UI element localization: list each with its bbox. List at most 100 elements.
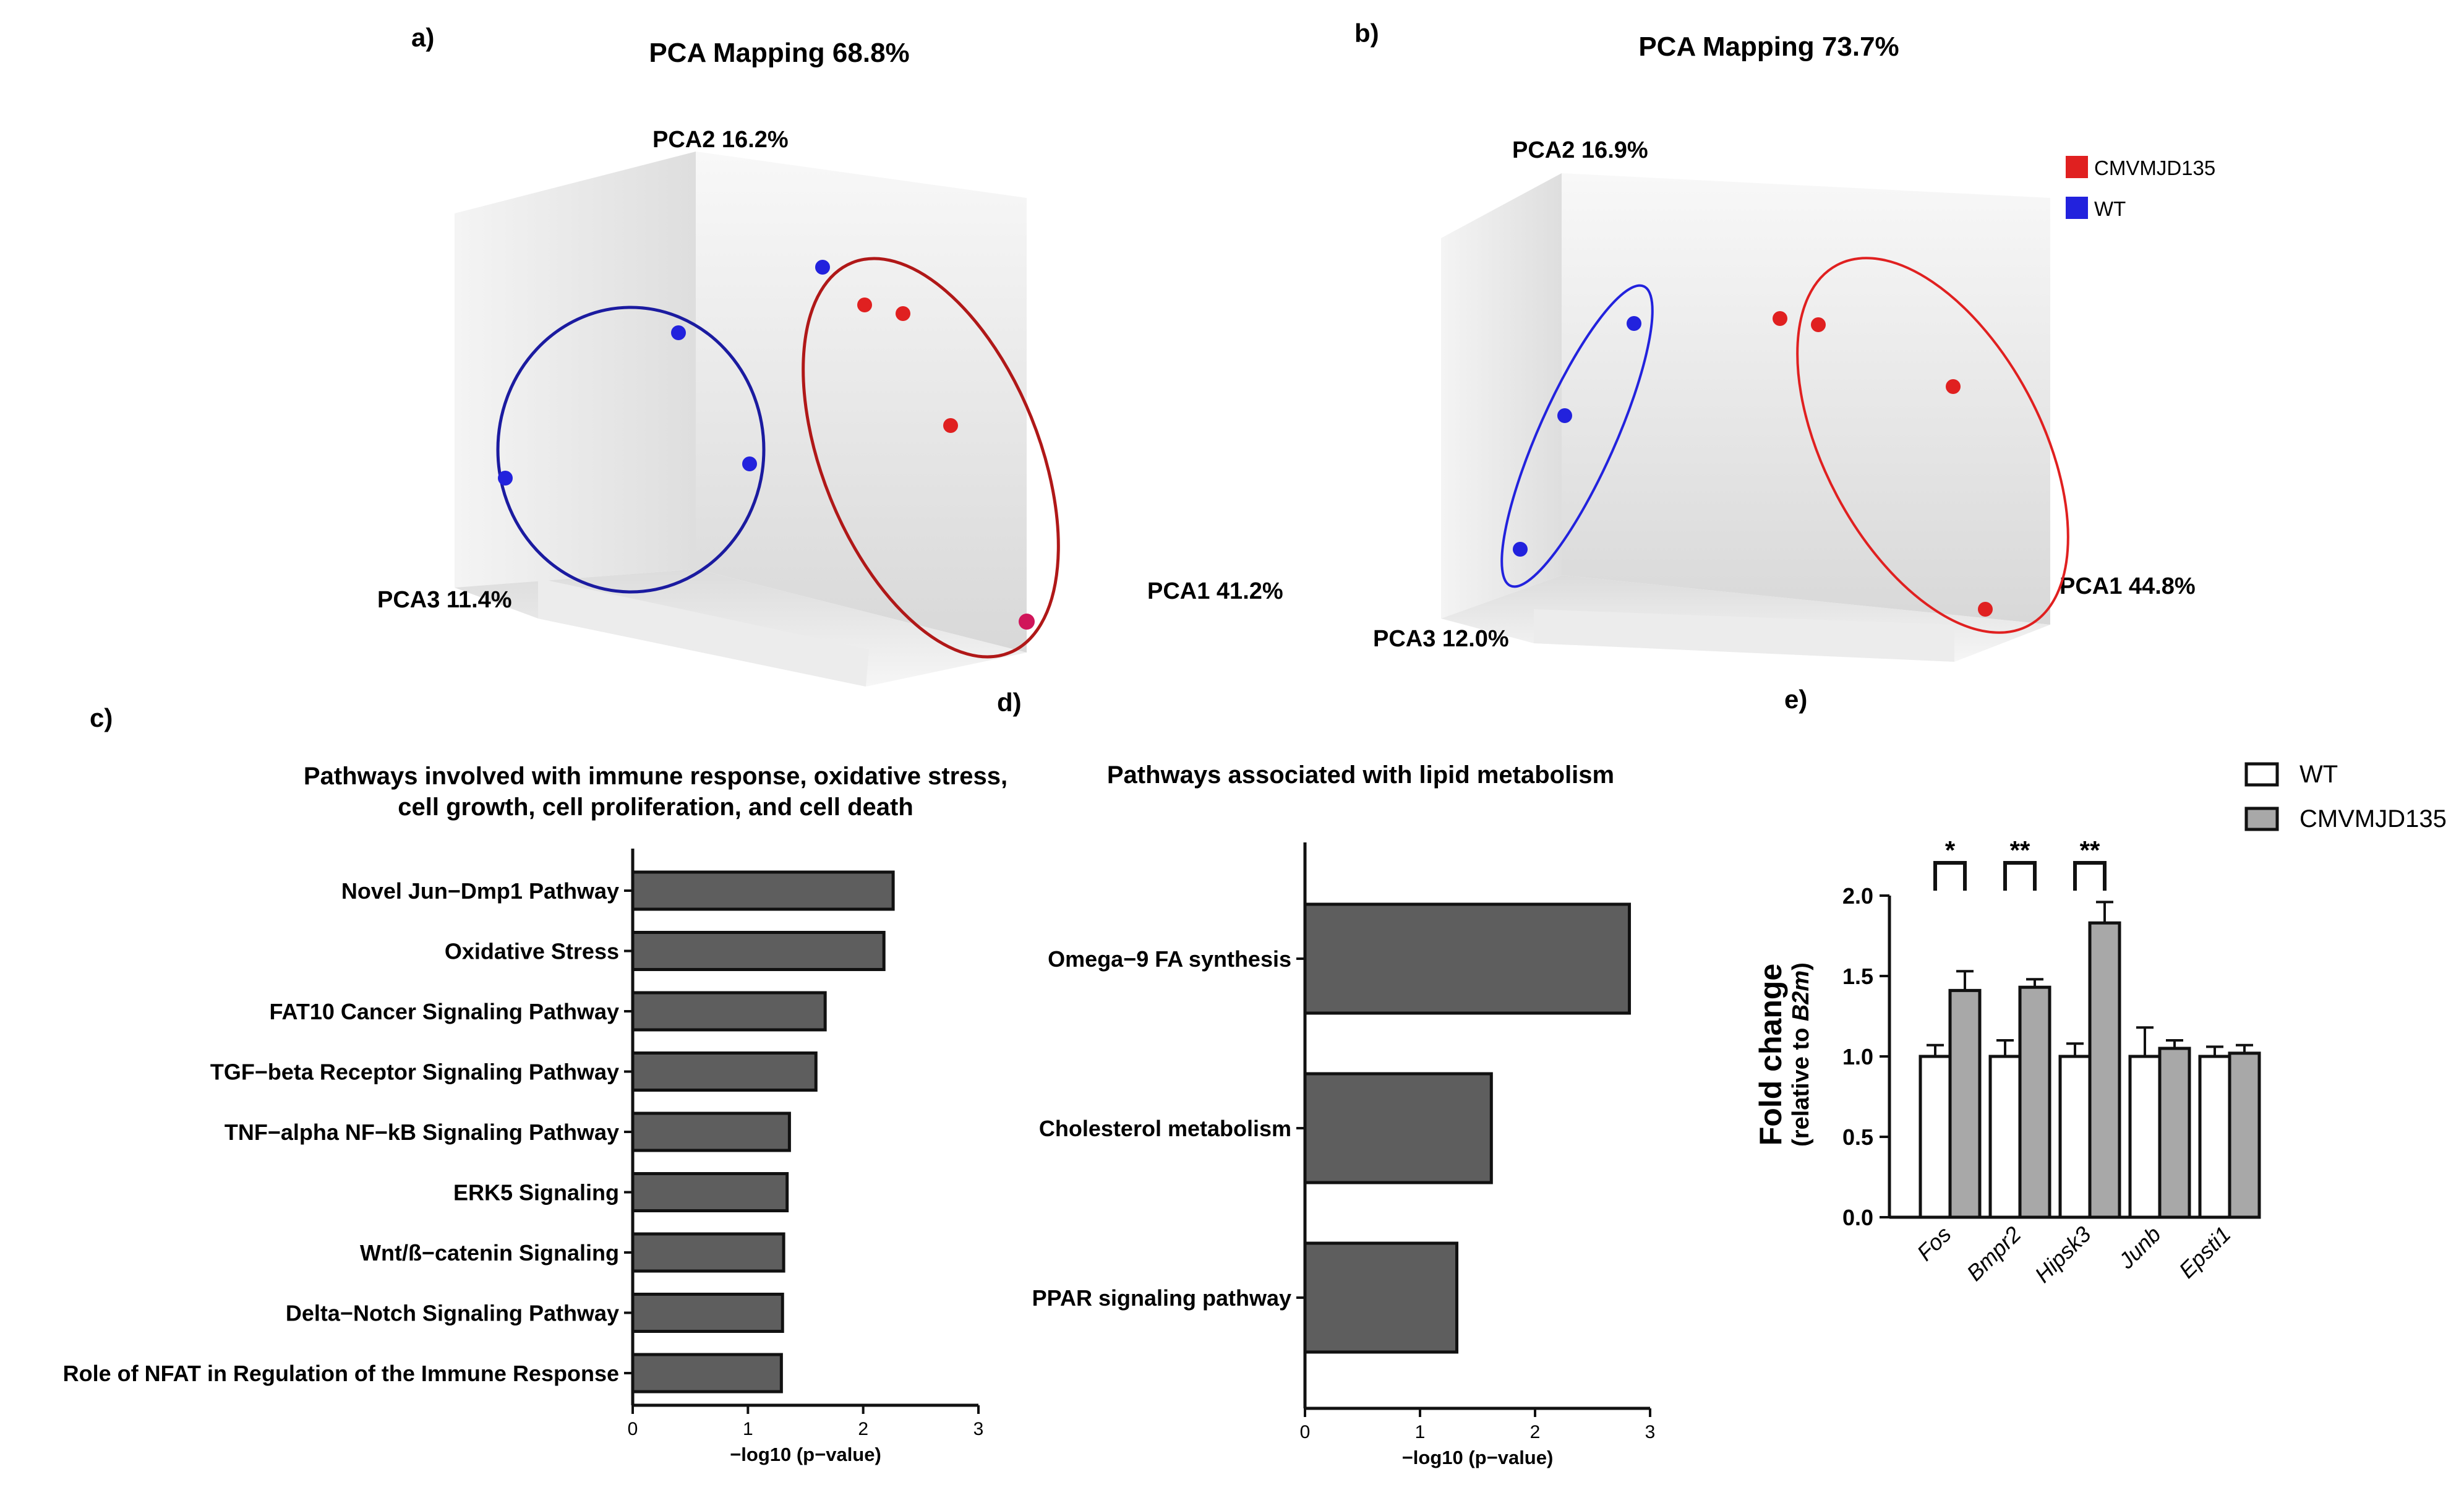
pca-b-title: PCA Mapping 73.7% [1638,32,1899,62]
x-axis-label: −log10 (p−value) [1402,1447,1554,1468]
significance-marker: ** [2080,836,2100,865]
bar [631,991,827,1032]
pca-a-left-wall [455,152,696,588]
panel-e: e) WT CMVMJD135 Fold change (relative to… [1753,685,2447,1287]
chart-e-plot: 0.0 0.5 1.0 1.5 2.0 * Fos ** Bmpr2 ** Hipsk3 Junb Ep… [1842,836,2261,1288]
pca-b-axis-pca1: PCA1 44.8% [2060,573,2196,599]
significance-bracket [2003,861,2037,891]
category-label: Epsti1 [2174,1222,2236,1283]
panel-label-d: d) [997,688,1022,717]
chart-e-ylabel-sub: (relative to B2m) [1788,962,1814,1147]
category-label: FAT10 Cancer Signaling Pathway [270,999,620,1024]
pca-b-wt-point [1513,542,1528,557]
y-tick-label: 0.5 [1842,1124,1873,1150]
legend-b-cmv-swatch [2066,156,2088,178]
pca-a-cmv-point [896,306,910,321]
bar [2058,1055,2092,1219]
panel-b: b) PCA Mapping 73.7% PCA2 16.9% PCA3 12.… [1354,19,2215,662]
x-tick-label: 0 [628,1419,638,1439]
bar [2228,1051,2261,1219]
pca-a-wt-point [815,260,830,275]
bar [1988,1055,2022,1219]
legend-b-cmv-label: CMVMJD135 [2094,156,2215,179]
y-tick-label: 1.0 [1842,1044,1873,1069]
x-tick-label: 3 [1645,1422,1656,1442]
bar [631,931,886,971]
x-tick-label: 1 [743,1419,753,1439]
bar [631,1232,785,1273]
x-tick-label: 0 [1300,1422,1311,1442]
chart-e-ylabel: Fold change (relative to B2m) [1753,962,1814,1147]
category-label: PPAR signaling pathway [1032,1285,1291,1311]
pca-a-axis-pca1: PCA1 41.2% [1147,578,1283,604]
bar [1948,988,1982,1219]
y-tick-label: 2.0 [1842,883,1873,909]
y-tick-label: 0.0 [1842,1205,1873,1230]
chart-d-title: Pathways associated with lipid metabolis… [1107,761,1614,789]
pca-a-cmv-point [1019,614,1035,630]
category-label: ERK5 Signaling [453,1180,619,1205]
legend-b-wt-swatch [2066,197,2088,219]
pca-a-cmv-point [943,418,958,433]
significance-bracket [2073,861,2107,891]
pca-b-wt-ellipse [1500,284,1654,588]
x-axis-label: −log10 (p−value) [730,1444,881,1465]
pca-a-cmv-ellipse [802,257,1060,659]
legend-b-wt-label: WT [2094,197,2126,220]
pca-b-cmv-point [1811,317,1826,332]
pca-b-wt-point [1627,316,1641,331]
category-label: Delta−Notch Signaling Pathway [286,1301,619,1326]
bar [631,1051,818,1092]
pca-b-cmv-ellipse [1796,257,2069,634]
bar [631,1111,791,1152]
legend-e-wt-swatch [2244,762,2279,787]
chart-c-title-line-1: Pathways involved with immune response, … [304,763,1007,790]
pca-b-floor-edge [1534,609,1954,662]
pca-a-wt-point [498,471,513,486]
pca-b-wt-point [1557,408,1572,423]
chart-c-title-line-2: cell growth, cell proliferation, and cel… [398,794,913,821]
bar [1303,1241,1459,1354]
panel-label-e: e) [1784,685,1807,714]
bar [2128,1055,2162,1219]
bar [631,1172,789,1212]
pca-b-cmv-point [1978,602,1993,617]
panel-c: c) Pathways involved with immune respons… [63,703,1007,1465]
significance-bracket [1933,861,1967,891]
pca-b-back-wall [1562,173,2050,625]
legend-e-cmv-swatch [2244,807,2279,831]
pca-b-cmv-point [1946,379,1961,394]
category-label: Novel Jun−Dmp1 Pathway [341,878,619,904]
category-label: Bmpr2 [1962,1222,2026,1286]
chart-d-plot: 0 1 2 3 −log10 (p−value) Omega−9 FA synthesis… [1032,842,1656,1468]
category-label: Hipsk3 [2030,1222,2096,1288]
category-label: Oxidative Stress [445,939,619,964]
x-tick-label: 2 [858,1419,868,1439]
pca-b-axis-pca2: PCA2 16.9% [1512,137,1648,163]
pca-b-cmv-point [1773,311,1787,326]
pca-a-floor-edge [538,578,869,687]
legend-e-wt-label: WT [2299,761,2338,788]
pca-b-axis-pca3: PCA3 12.0% [1373,626,1509,652]
bar [1919,1055,1952,1219]
pca-a-title: PCA Mapping 68.8% [649,38,909,68]
x-tick-label: 2 [1530,1422,1541,1442]
pca-a-axis-pca3: PCA3 11.4% [377,587,512,613]
legend-e-cmv-label: CMVMJD135 [2299,805,2447,833]
panel-label-b: b) [1354,19,1379,48]
category-label: Fos [1912,1222,1956,1265]
panel-label-c: c) [90,703,113,732]
chart-e-ylabel-main: Fold change [1753,964,1788,1145]
bar [631,870,895,911]
significance-marker: ** [2010,836,2030,865]
bar [631,1353,783,1394]
significance-marker: * [1945,836,1956,865]
bar [1303,902,1632,1015]
y-tick-label: 1.5 [1842,964,1873,989]
category-label: TGF−beta Receptor Signaling Pathway [210,1060,619,1085]
x-tick-label: 3 [973,1419,984,1439]
panel-a: a) PCA Mapping 68.8% PCA2 16.2% PCA3 11.… [377,23,1283,687]
category-label: Wnt/ß−catenin Signaling [360,1240,619,1265]
bar [2158,1047,2191,1219]
bar [2198,1055,2231,1219]
